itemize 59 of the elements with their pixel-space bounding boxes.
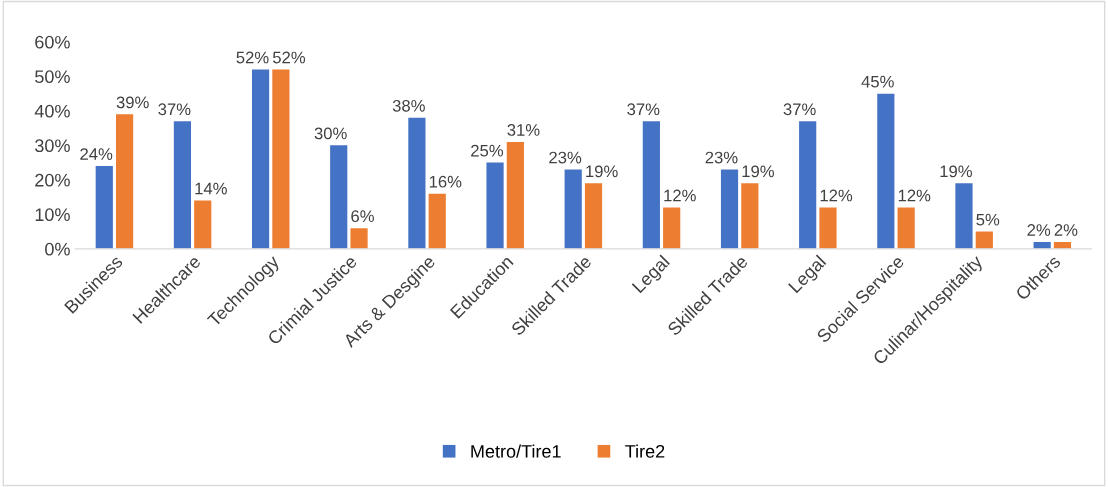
- bar: [877, 93, 895, 249]
- data-label: 25%: [471, 144, 504, 157]
- bar: [819, 207, 837, 249]
- bar: [173, 121, 192, 249]
- data-label: 5%: [976, 213, 1000, 226]
- bar: [95, 166, 113, 249]
- data-label: 45%: [861, 75, 894, 88]
- data-label: 52%: [236, 51, 269, 64]
- data-label: 39%: [116, 96, 149, 109]
- bar: [897, 207, 915, 249]
- data-label: 12%: [898, 189, 931, 202]
- bar: [194, 200, 212, 249]
- bar: [408, 117, 426, 249]
- bar: [506, 141, 524, 249]
- y-tick-label: 20%: [35, 173, 70, 187]
- data-label: 2%: [1027, 224, 1051, 236]
- bar: [720, 169, 739, 249]
- data-label: 31%: [507, 124, 540, 136]
- data-label: 37%: [158, 103, 191, 116]
- bar: [330, 145, 348, 249]
- data-label: 14%: [195, 182, 227, 195]
- bar: [663, 207, 681, 249]
- bar: [428, 193, 446, 249]
- data-label: 23%: [705, 151, 738, 164]
- bar: [799, 121, 817, 249]
- data-label: 6%: [351, 210, 374, 223]
- bar: [251, 69, 270, 249]
- data-label: 30%: [314, 127, 347, 140]
- bar: [115, 114, 134, 249]
- bar: [564, 169, 582, 249]
- data-label: 38%: [392, 99, 425, 112]
- y-tick-label: 50%: [35, 70, 70, 84]
- data-label: 16%: [429, 175, 462, 188]
- y-tick-label: 40%: [34, 104, 70, 118]
- bar: [741, 183, 759, 249]
- bar: [955, 183, 973, 249]
- data-label: 37%: [627, 103, 660, 116]
- y-tick-label: 10%: [35, 208, 70, 222]
- data-label: 2%: [1054, 224, 1078, 236]
- bar: [975, 231, 993, 249]
- data-label: 24%: [80, 148, 113, 160]
- bar: [272, 69, 290, 249]
- y-tick-label: 30%: [35, 139, 70, 153]
- bar: [350, 228, 368, 249]
- data-label: 37%: [783, 103, 816, 116]
- bar: [584, 183, 603, 249]
- legend-label: Metro/Tire1: [471, 444, 561, 458]
- legend-label: Tire2: [625, 444, 665, 458]
- data-label: 19%: [940, 165, 972, 178]
- data-label: 23%: [549, 151, 582, 164]
- data-label: 12%: [664, 189, 696, 202]
- y-tick-label: 60%: [35, 35, 70, 49]
- y-tick-label: 0%: [45, 242, 70, 256]
- bar: [642, 121, 660, 249]
- data-label: 52%: [272, 51, 306, 64]
- data-label: 12%: [820, 189, 853, 202]
- data-label: 19%: [742, 165, 774, 178]
- bar: [486, 162, 504, 249]
- data-label: 19%: [586, 165, 618, 178]
